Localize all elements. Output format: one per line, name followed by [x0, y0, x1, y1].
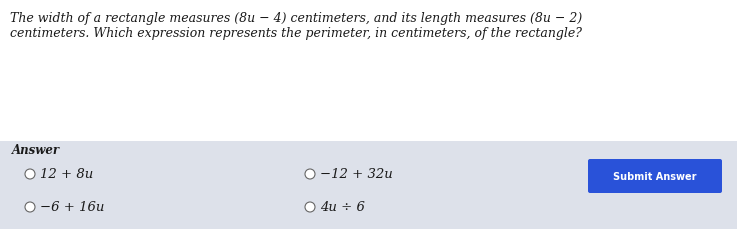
Text: The width of a rectangle measures (8u − 4) centimeters, and its length measures : The width of a rectangle measures (8u − …: [10, 12, 582, 25]
Text: −12 + 32u: −12 + 32u: [320, 168, 393, 181]
Circle shape: [25, 169, 35, 179]
Circle shape: [305, 202, 315, 212]
FancyBboxPatch shape: [0, 141, 737, 229]
Text: Answer: Answer: [12, 143, 60, 156]
Text: centimeters. Which expression represents the perimeter, in centimeters, of the r: centimeters. Which expression represents…: [10, 27, 582, 40]
Text: Submit Answer: Submit Answer: [613, 171, 696, 181]
Circle shape: [305, 169, 315, 179]
FancyBboxPatch shape: [588, 159, 722, 193]
Text: 12 + 8u: 12 + 8u: [40, 168, 94, 181]
Circle shape: [25, 202, 35, 212]
FancyBboxPatch shape: [0, 0, 737, 141]
Text: −6 + 16u: −6 + 16u: [40, 201, 105, 214]
Text: 4u ÷ 6: 4u ÷ 6: [320, 201, 365, 214]
